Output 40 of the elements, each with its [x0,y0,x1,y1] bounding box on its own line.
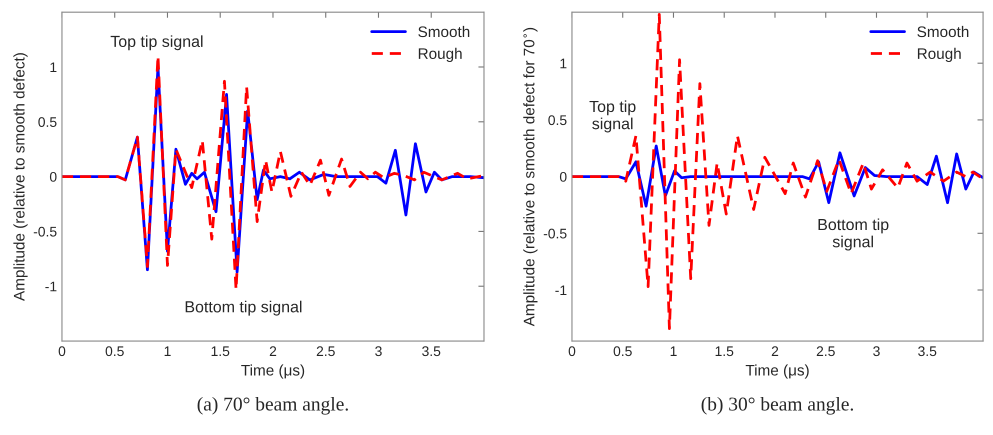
y-tick-label: -0.5 [34,226,57,237]
x-tick-label: 0.5 [614,346,632,356]
x-tick-label: 0.5 [106,346,124,356]
annotation: Bottom tip signal [818,218,888,251]
x-tick-label: 1 [670,346,677,356]
x-tick-label: 3 [873,346,880,356]
legend-label: Smooth [418,26,470,38]
y-tick-label: 0 [560,172,567,182]
legend-label: Rough [918,48,961,62]
y-tick-label: 1 [50,62,56,72]
x-axis-title: Time (μs) [241,364,304,379]
x-tick-label: 1.5 [716,346,734,356]
y-tick-label: -0.5 [544,228,567,238]
annotation: Bottom tip signal [186,300,302,316]
y-tick-label: 0.5 [38,117,57,127]
annotation: Top tip signal [590,100,636,132]
x-tick-label: 1.5 [212,346,230,356]
y-axis-title: Amplitude (relative to smooth defect) [13,53,28,301]
x-tick-label: 3.5 [422,346,440,356]
y-tick-label: 0.5 [548,115,567,126]
x-tick-label: 1 [164,346,171,356]
legend-label: Rough [418,48,462,62]
y-tick-label: 1 [560,58,566,68]
x-axis-title: Time (μs) [746,364,809,379]
x-tick-label: 2.5 [316,346,335,356]
text: (b) 30° beam angle. [702,396,854,415]
y-tick-label: 0 [50,172,57,182]
x-tick-label: 2.5 [816,346,835,356]
y-tick-label: -1 [45,282,56,292]
legend-label: Smooth [917,26,968,38]
x-tick-label: 3 [375,346,382,356]
x-tick-label: 0 [58,346,66,356]
x-tick-label: 2 [772,346,778,356]
x-tick-label: 3.5 [918,346,936,356]
text: (a) 70° beam angle. [198,396,348,415]
annotation: Top tip signal [110,35,202,50]
x-tick-label: 0 [568,346,576,356]
y-tick-label: -1 [555,285,566,296]
y-axis-title: Amplitude (relative to smooth defect for 70$^{∘}$) [523,28,538,326]
x-tick-label: 2 [270,346,276,356]
